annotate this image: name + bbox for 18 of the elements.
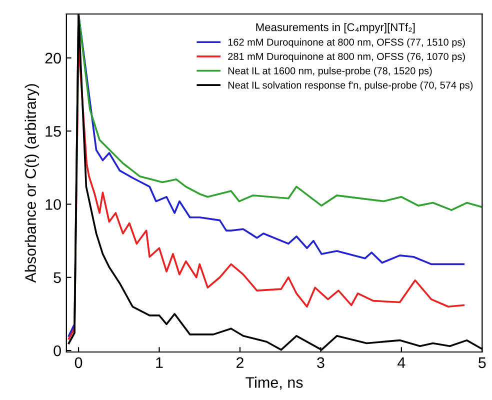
y-tick-label: 5 bbox=[54, 272, 61, 284]
y-tick-label: 20 bbox=[45, 52, 61, 64]
y-tick-label: 15 bbox=[46, 126, 61, 137]
x-tick-label: 5 bbox=[478, 357, 486, 368]
legend-label: 281 mM Duroquinone at 800 nm, OFSS (76, 1070 ps) bbox=[228, 52, 465, 62]
x-tick-label: 0 bbox=[74, 357, 82, 368]
x-tick-label: 4 bbox=[398, 357, 406, 368]
y-tick-label: 10 bbox=[46, 199, 61, 210]
y-axis-title: Absorbance or C(t) (arbitrary) bbox=[24, 84, 40, 283]
y-tick-label: 0 bbox=[54, 345, 61, 356]
legend-label: Neat IL at 1600 nm, pulse-probe (78, 1520 ps) bbox=[228, 67, 432, 76]
x-tick-label: 2 bbox=[236, 357, 244, 368]
x-tick-label: 3 bbox=[317, 357, 324, 368]
x-axis-title: Time, ns bbox=[246, 376, 303, 390]
legend-label: 162 mM Duroquinone at 800 nm, OFSS (77, 1510 ps) bbox=[228, 38, 465, 48]
x-tick-label: 1 bbox=[156, 357, 163, 368]
legend-label: Neat IL solvation response f'n, pulse-probe (70, 574 ps) bbox=[228, 81, 473, 91]
legend-title: Measurements in [C₄mpyr][NTf₂] bbox=[256, 23, 415, 34]
